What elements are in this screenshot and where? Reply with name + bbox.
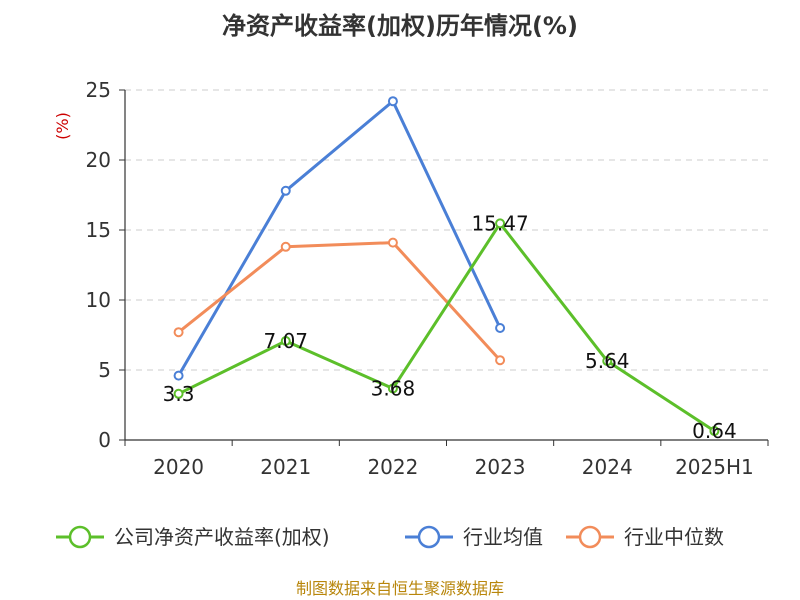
x-ticks: 2020 2021 2022 2023 2024 2025H1 (124, 440, 769, 479)
x-tick-label: 2020 (153, 455, 204, 479)
legend-marker (417, 525, 441, 549)
data-point (173, 327, 184, 338)
data-label: 5.64 (585, 349, 630, 373)
x-tick-label: 2025H1 (675, 455, 754, 479)
data-point (387, 237, 398, 248)
legend-label: 行业中位数 (624, 525, 724, 549)
data-point (280, 336, 291, 347)
legend-label: 行业均值 (463, 525, 543, 549)
data-point (280, 241, 291, 252)
series-line (177, 241, 502, 362)
data-label: 0.64 (692, 419, 737, 443)
x-tick-label: 2021 (260, 455, 311, 479)
data-point (387, 96, 398, 107)
series-group (173, 96, 720, 437)
data-point (387, 383, 398, 394)
y-tick-label: 20 (86, 148, 111, 172)
data-label: 3.68 (371, 376, 416, 400)
axes (124, 90, 768, 441)
data-point (495, 323, 506, 333)
data-point (495, 355, 506, 366)
data-point (173, 388, 184, 399)
y-tick-label: 15 (86, 218, 111, 242)
legend[interactable]: 公司净资产收益率(加权) 行业均值 行业中位数 (56, 525, 724, 549)
data-point (280, 185, 291, 196)
data-point (173, 370, 184, 381)
x-tick-label: 2022 (367, 455, 418, 479)
data-labels: 3.3 7.07 3.68 15.47 5.64 0.64 (163, 211, 737, 443)
y-tick-label: 0 (98, 428, 111, 452)
y-tick-label: 5 (98, 358, 111, 382)
data-label: 7.07 (263, 329, 308, 353)
y-tick-label: 25 (86, 78, 111, 102)
legend-marker (578, 525, 602, 549)
y-axis-label: (%) (53, 112, 72, 140)
data-label: 15.47 (471, 211, 528, 235)
chart-title: 净资产收益率(加权)历年情况(%) (222, 12, 578, 40)
source-note: 制图数据来自恒生聚源数据库 (296, 579, 504, 598)
x-tick-label: 2024 (582, 455, 633, 479)
y-tick-label: 10 (86, 288, 111, 312)
series-line (177, 99, 502, 377)
data-point (495, 218, 506, 229)
data-point (709, 426, 720, 437)
data-point (602, 356, 613, 367)
y-ticks: 0 5 10 15 20 25 (86, 78, 125, 452)
series-line (177, 221, 716, 433)
legend-label: 公司净资产收益率(加权) (114, 525, 330, 549)
data-label: 3.3 (163, 382, 195, 406)
legend-marker (68, 525, 92, 549)
grid-lines (125, 89, 768, 371)
x-tick-label: 2023 (475, 455, 526, 479)
